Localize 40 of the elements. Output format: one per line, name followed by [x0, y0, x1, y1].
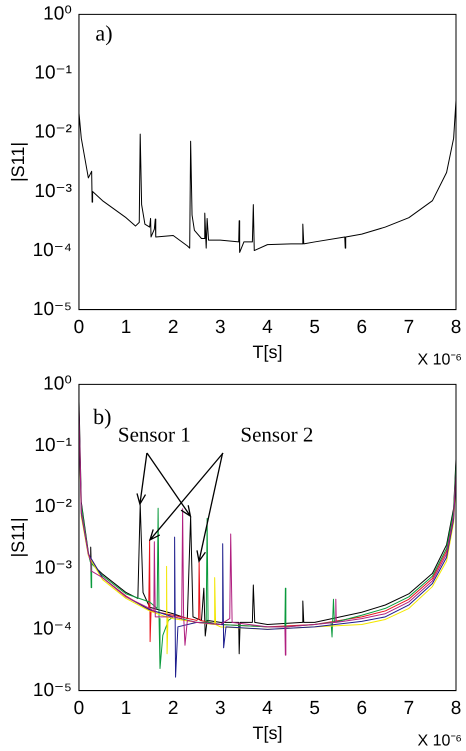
x-tick-label: 6	[356, 698, 368, 720]
y-tick-label: 10⁰	[43, 4, 72, 25]
y-tick-label: 10⁻³	[34, 557, 72, 578]
x-tick-label: 7	[404, 698, 414, 720]
x-axis-title: T[s]	[252, 342, 282, 362]
x-tick-label: 6	[356, 317, 368, 338]
x-tick-label: 3	[215, 317, 226, 338]
annotation: Sensor 2	[240, 422, 314, 446]
text: X 10⁻⁶	[418, 732, 462, 750]
x-tick-label: 4	[262, 317, 274, 338]
x-tick-label: 3	[215, 698, 226, 720]
x-axis-title: T[s]	[252, 723, 282, 744]
y-tick-label: 10⁻²	[34, 496, 72, 518]
annotation: Sensor 1	[118, 422, 191, 446]
y-tick-label: 10⁻³	[34, 180, 72, 202]
y-tick-label: 10⁻¹	[34, 434, 72, 456]
x-tick-label: 5	[309, 698, 320, 720]
x-tick-label: 8	[450, 317, 462, 338]
y-tick-label: 10⁰	[43, 374, 72, 395]
x-tick-label: 0	[74, 317, 84, 338]
x-tick-label: 2	[168, 698, 178, 720]
annotation: a)	[95, 20, 113, 46]
x-tick-label: 2	[168, 317, 178, 338]
y-axis-title: |S11|	[8, 517, 28, 558]
y-tick-label: 10⁻⁴	[32, 618, 72, 640]
x-tick-label: 1	[120, 698, 132, 720]
y-tick-label: 10⁻⁵	[32, 680, 72, 701]
x-tick-label: 7	[404, 317, 414, 338]
x-tick-label: 4	[262, 698, 274, 720]
x-tick-label: 1	[120, 317, 132, 338]
y-tick-label: 10⁻²	[34, 122, 72, 143]
y-tick-label: 10⁻¹	[34, 62, 72, 84]
x-tick-label: 0	[74, 698, 84, 720]
text: X 10⁻⁶	[418, 351, 462, 368]
annotation: b)	[93, 404, 112, 430]
y-axis-title: |S11|	[8, 142, 28, 182]
x-tick-label: 8	[450, 698, 462, 720]
x-tick-label: 5	[309, 317, 320, 338]
y-tick-label: 10⁻⁵	[32, 298, 72, 320]
y-tick-label: 10⁻⁴	[32, 240, 72, 261]
